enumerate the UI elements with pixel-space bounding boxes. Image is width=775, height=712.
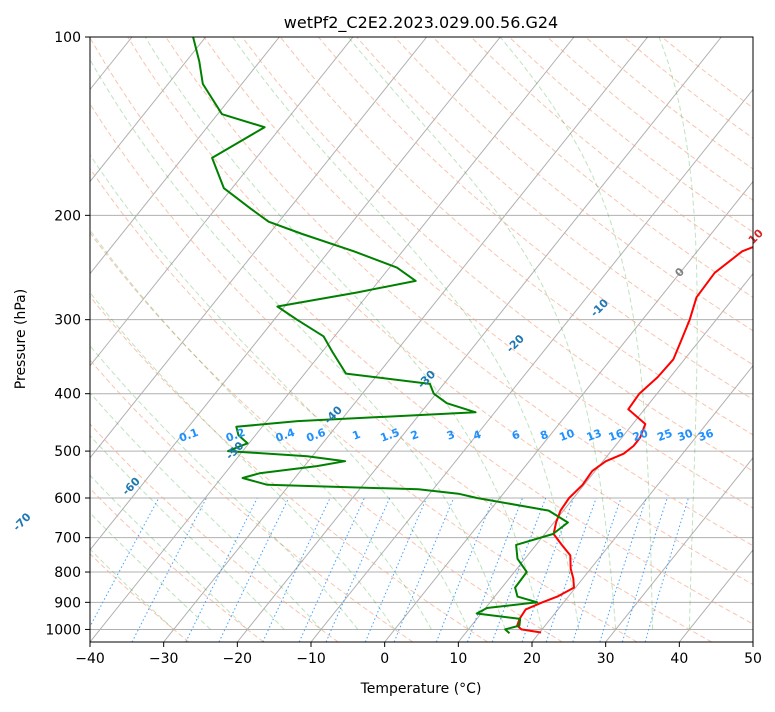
y-tick-label: 800 xyxy=(54,565,81,581)
y-tick-label: 1000 xyxy=(45,622,81,638)
y-tick-label: 500 xyxy=(54,444,81,460)
x-tick-label: −40 xyxy=(75,651,105,667)
x-tick-label: 0 xyxy=(380,651,389,667)
y-axis-title: Pressure (hPa) xyxy=(13,289,29,389)
x-tick-label: 50 xyxy=(744,651,762,667)
x-tick-label: 20 xyxy=(523,651,541,667)
chart-title: wetPf2_C2E2.2023.029.00.56.G24 xyxy=(284,13,558,33)
x-tick-label: 30 xyxy=(597,651,615,667)
y-tick-label: 600 xyxy=(54,491,81,507)
y-tick-label: 900 xyxy=(54,595,81,611)
x-axis-title: Temperature (°C) xyxy=(360,681,482,697)
x-tick-label: −20 xyxy=(223,651,253,667)
x-tick-label: 10 xyxy=(449,651,467,667)
y-tick-label: 200 xyxy=(54,208,81,224)
y-tick-label: 400 xyxy=(54,387,81,403)
x-tick-label: 40 xyxy=(670,651,688,667)
y-tick-label: 100 xyxy=(54,30,81,46)
x-tick-label: −30 xyxy=(149,651,179,667)
y-tick-label: 300 xyxy=(54,313,81,329)
y-tick-label: 700 xyxy=(54,531,81,547)
x-tick-label: −10 xyxy=(296,651,326,667)
